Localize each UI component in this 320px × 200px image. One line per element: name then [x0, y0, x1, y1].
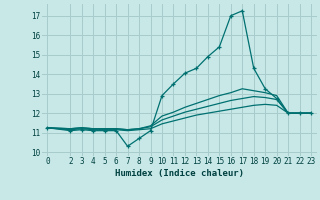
- X-axis label: Humidex (Indice chaleur): Humidex (Indice chaleur): [115, 169, 244, 178]
